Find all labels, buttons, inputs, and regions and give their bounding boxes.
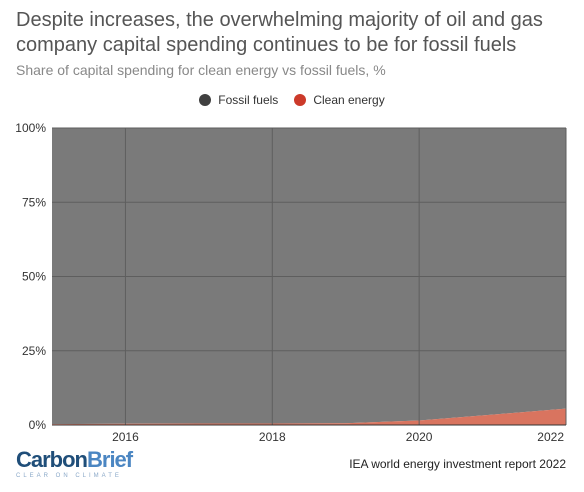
x-tick-label: 2020	[406, 430, 433, 444]
source-note: IEA world energy investment report 2022	[349, 457, 566, 471]
legend-swatch-fossil-fuels	[199, 94, 212, 106]
x-tick-label: 2018	[259, 430, 286, 444]
legend-swatch-clean-energy	[294, 94, 307, 106]
chart-subtitle: Share of capital spending for clean ener…	[16, 62, 386, 78]
legend-item-clean-energy: Clean energy	[294, 93, 385, 107]
legend: Fossil fuels Clean energy	[0, 93, 584, 107]
x-tick-label: 2022	[537, 430, 564, 444]
x-tick-label: 2016	[112, 430, 139, 444]
y-tick-label: 0%	[29, 418, 47, 432]
logo-text-brief: Brief	[87, 447, 133, 472]
carbonbrief-logo: CarbonBrief CLEAR ON CLIMATE	[16, 448, 136, 488]
legend-item-fossil-fuels: Fossil fuels	[199, 93, 278, 107]
legend-label-fossil-fuels: Fossil fuels	[218, 93, 279, 107]
chart-title: Despite increases, the overwhelming majo…	[16, 9, 543, 56]
logo-tagline: CLEAR ON CLIMATE	[16, 473, 122, 479]
logo-text-carbon: Carbon	[16, 447, 88, 472]
y-tick-label: 50%	[22, 270, 46, 284]
logo-wordmark: CarbonBrief	[16, 448, 136, 472]
series-area-clean-energy	[52, 408, 566, 425]
y-tick-label: 100%	[15, 121, 46, 135]
legend-label-clean-energy: Clean energy	[313, 93, 385, 107]
y-tick-label: 75%	[22, 195, 46, 209]
y-tick-label: 25%	[22, 344, 46, 358]
